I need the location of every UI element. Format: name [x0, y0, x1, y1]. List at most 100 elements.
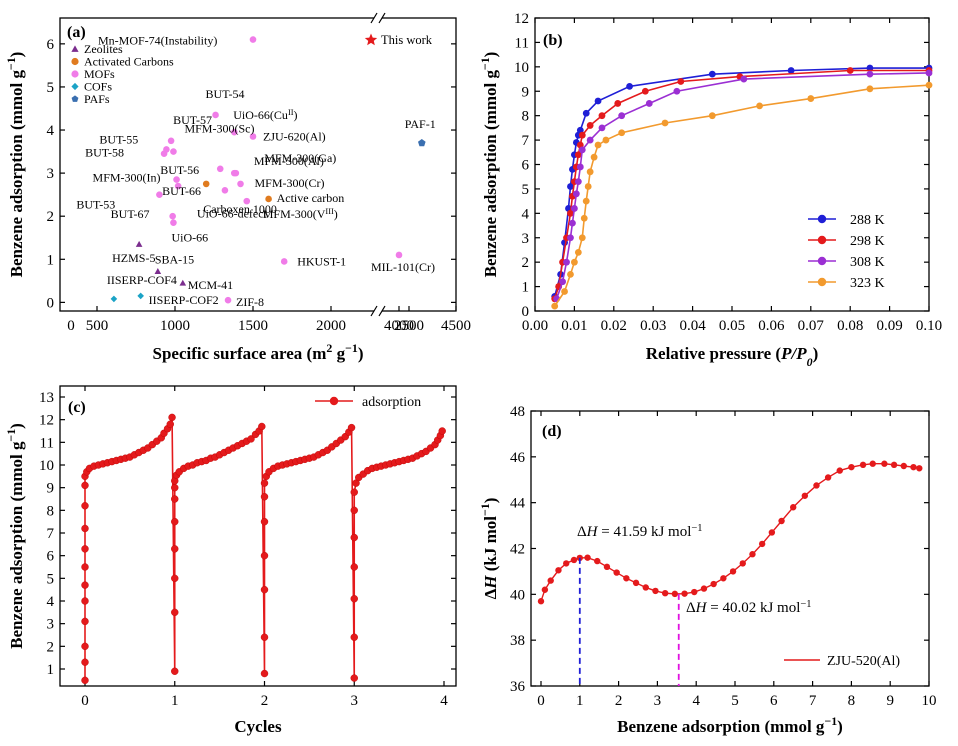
data-point — [571, 258, 578, 266]
scatter-point — [156, 191, 163, 198]
y-axis-title: Benzene adsorption (mmol g−1) — [4, 423, 26, 649]
data-point — [677, 78, 685, 85]
scatter-point — [202, 180, 210, 188]
data-point — [582, 197, 590, 205]
point-label: BUT-58 — [85, 146, 124, 160]
data-point — [710, 580, 717, 588]
point-label: UiO-66-defect — [197, 206, 268, 220]
axes-frame — [59, 17, 457, 312]
data-point — [626, 82, 633, 90]
y-tick-label: 8 — [47, 503, 55, 519]
data-point — [708, 112, 716, 120]
x-tick-label: 9 — [886, 693, 894, 709]
data-point — [171, 495, 179, 503]
data-point — [801, 492, 809, 499]
y-tick-label: 44 — [510, 496, 526, 512]
y-tick-label: 10 — [39, 458, 54, 474]
legend-marker — [71, 82, 79, 91]
data-point — [848, 463, 855, 471]
data-point — [574, 178, 582, 185]
data-point — [661, 589, 669, 597]
data-point — [824, 474, 832, 481]
y-tick-label: 3 — [47, 166, 55, 182]
legend-marker — [817, 256, 827, 266]
panel-d: 36 38 40 42 44 46 48 0 1 2 3 4 5 6 7 8 9 10 (d) ΔH = 41.59 … — [478, 404, 937, 736]
data-point — [787, 67, 795, 74]
x-tick-label: 1000 — [160, 318, 190, 334]
scatter-point — [174, 182, 182, 190]
point-label: MFM-300(Al) — [254, 154, 324, 168]
x-tick-label: 6 — [770, 693, 778, 709]
data-point — [81, 581, 89, 589]
scatter-point — [237, 180, 244, 188]
scatter-point — [230, 128, 238, 136]
y-axis-title: ΔH (kJ mol−1) — [478, 498, 500, 600]
scatter-point — [232, 169, 240, 177]
scatter-point — [173, 176, 180, 183]
x-tick-label: 4 — [440, 693, 448, 709]
data-point — [171, 483, 179, 492]
scatter-point — [135, 240, 143, 247]
data-point — [571, 205, 578, 212]
scatter-point — [110, 295, 118, 303]
scatter-point — [167, 137, 175, 145]
panel-label-c: (c) — [68, 399, 86, 416]
data-point — [551, 302, 559, 310]
data-point — [613, 569, 620, 576]
y-tick-label: 10 — [514, 60, 529, 76]
scatter-point — [224, 296, 232, 304]
x-axis-title: Relative pressure (P/P0) — [646, 344, 818, 369]
x-tick-label: 0.05 — [719, 318, 745, 334]
y-tick-label: 0 — [522, 304, 530, 320]
scatter-point — [216, 165, 224, 173]
legend-entry: PAFs — [84, 92, 110, 106]
data-point — [910, 463, 917, 471]
data-point — [260, 669, 269, 678]
point-label: MFM-300(Ga) — [264, 151, 336, 165]
y-tick-label: 0 — [47, 295, 55, 311]
x-tick-label: 4000 — [384, 318, 414, 334]
data-point — [81, 563, 89, 571]
annotation-label: ΔH = 40.02 kJ mol−1 — [686, 599, 812, 617]
legend-marker — [71, 45, 79, 52]
data-point — [260, 633, 269, 641]
data-point — [758, 540, 766, 548]
data-point — [594, 557, 601, 565]
data-point — [807, 95, 815, 102]
y-tick-label: 2 — [522, 255, 530, 271]
legend-entry: adsorption — [362, 395, 421, 410]
data-point — [247, 435, 255, 443]
axis-break-gap — [374, 305, 382, 317]
panel-label-a: (a) — [67, 24, 86, 41]
data-point — [567, 234, 574, 242]
data-point — [350, 488, 358, 496]
data-point — [586, 136, 594, 144]
data-point — [632, 579, 640, 587]
point-label: MFM-300(In) — [93, 171, 161, 185]
data-point — [567, 209, 574, 217]
axis-break-gap — [374, 12, 382, 24]
point-label: MFM-300(Cr) — [255, 176, 325, 190]
data-point — [350, 595, 358, 603]
data-point — [569, 219, 576, 227]
point-label: BUT-56 — [160, 163, 199, 177]
data-point — [260, 585, 269, 594]
y-tick-label: 5 — [47, 80, 55, 96]
scatter-point — [170, 148, 177, 155]
data-point — [749, 551, 756, 558]
data-point — [890, 461, 898, 469]
scatter-point — [160, 150, 168, 158]
data-point — [642, 584, 649, 591]
data-point — [81, 524, 89, 533]
point-label: BUT-55 — [99, 132, 138, 146]
x-tick-label: 7 — [809, 693, 817, 709]
y-tick-label: 40 — [510, 587, 525, 603]
legend-entry: 308 K — [850, 255, 885, 270]
data-point — [740, 75, 748, 83]
data-point — [614, 100, 622, 107]
data-point — [561, 288, 568, 295]
y-axis-title: Benzene adsorption (mmol g−1) — [478, 52, 500, 278]
y-tick-label: 3 — [522, 231, 530, 247]
axis-break-mark — [370, 12, 378, 24]
